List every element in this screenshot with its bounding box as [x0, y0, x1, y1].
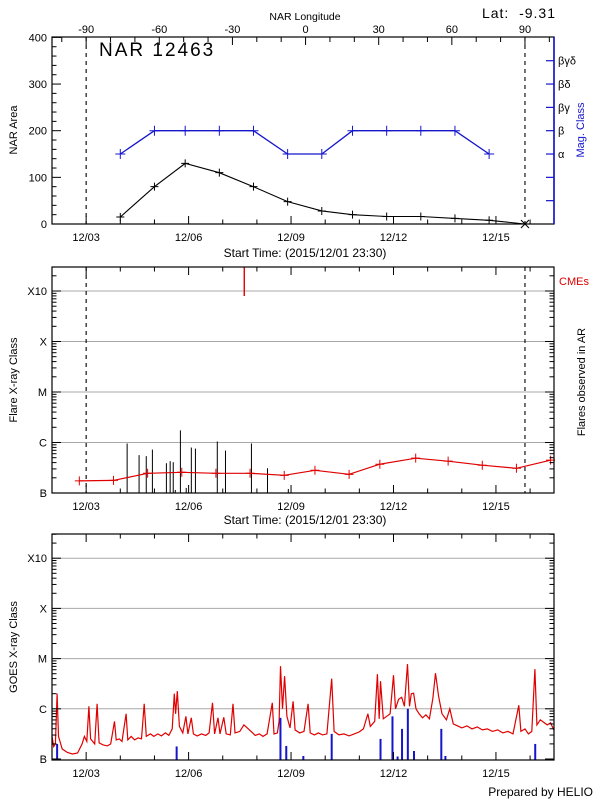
- mag-class-point: [180, 125, 191, 136]
- nar-area-line: [119, 162, 526, 225]
- class-tick-label: X10: [27, 553, 47, 565]
- avg-flare-point: [375, 459, 385, 469]
- date-tick-label: 12/03: [72, 232, 100, 244]
- prepared-by-credit: Prepared by HELIO: [488, 785, 593, 799]
- mag-class-line: [119, 130, 490, 155]
- class-tick-label: X: [40, 603, 48, 615]
- goes-xray-axis-title: GOES X-ray Class: [8, 601, 20, 693]
- avg-flare-point: [477, 460, 487, 470]
- longitude-tick-label: 0: [302, 24, 308, 36]
- mag-class-axis-title: Mag. Class: [575, 102, 587, 158]
- avg-flare-point: [245, 468, 255, 478]
- date-tick-label: 12/06: [175, 768, 203, 780]
- start-time-label-panel1: Start Time: (2015/12/01 23:30): [223, 246, 387, 260]
- avg-flare-point: [344, 469, 354, 479]
- nar-area-point: [249, 182, 258, 191]
- longitude-tick-label: 90: [519, 24, 531, 36]
- latitude-label: Lat: -9.31: [481, 5, 556, 21]
- panel2-frame: [51, 266, 555, 494]
- top-axis-title: NAR Longitude: [269, 11, 341, 23]
- class-tick-label: X10: [27, 286, 47, 298]
- area-tick-label: 100: [29, 172, 47, 184]
- date-tick-label: 12/03: [72, 501, 100, 513]
- class-tick-label: B: [40, 754, 47, 766]
- longitude-tick-label: -90: [78, 24, 94, 36]
- active-region-title: NAR 12463: [99, 40, 216, 61]
- mag-class-point: [484, 149, 495, 160]
- date-tick-label: 12/03: [72, 768, 100, 780]
- class-tick-label: M: [38, 654, 47, 666]
- date-tick-label: 12/06: [175, 501, 203, 513]
- avg-flare-point: [310, 465, 320, 475]
- date-tick-label: 12/12: [380, 501, 408, 513]
- nar-area-point: [150, 182, 159, 191]
- class-tick-label: X: [40, 337, 48, 349]
- avg-flare-point: [411, 453, 421, 463]
- class-tick-label: C: [39, 704, 47, 716]
- mag-tick-label: βδ: [558, 79, 570, 91]
- avg-flare-point: [108, 475, 118, 485]
- longitude-tick-label: -30: [224, 24, 240, 36]
- mag-class-point: [347, 125, 358, 136]
- date-tick-label: 12/09: [277, 232, 305, 244]
- date-tick-label: 12/06: [175, 232, 203, 244]
- mag-class-point: [415, 125, 426, 136]
- mag-class-point: [381, 125, 392, 136]
- goes-flux-line: [51, 664, 555, 755]
- mag-class-point: [248, 125, 259, 136]
- avg-flare-point: [143, 468, 153, 478]
- mag-class-point: [115, 149, 126, 160]
- nar-area-point: [317, 206, 326, 215]
- class-tick-label: M: [38, 387, 47, 399]
- class-tick-label: C: [39, 438, 47, 450]
- mag-tick-label: βγδ: [558, 56, 576, 68]
- area-tick-label: 200: [29, 126, 47, 138]
- mag-class-point: [316, 149, 327, 160]
- panel3-frame: [51, 533, 555, 761]
- panel1-frame: [51, 36, 555, 225]
- area-tick-label: 0: [41, 219, 47, 231]
- longitude-tick-label: 60: [446, 24, 458, 36]
- longitude-tick-label: 30: [373, 24, 385, 36]
- nar-area-point: [348, 210, 357, 219]
- mag-tick-label: β: [558, 126, 564, 138]
- date-tick-label: 12/09: [277, 501, 305, 513]
- nar-area-axis-title: NAR Area: [8, 105, 20, 155]
- nar-area-point: [283, 197, 292, 206]
- nar-area-point: [382, 212, 391, 221]
- date-tick-label: 12/15: [482, 768, 510, 780]
- flare-xray-axis-title: Flare X-ray Class: [8, 337, 20, 423]
- class-tick-label: B: [40, 488, 47, 500]
- avg-flare-point: [511, 463, 521, 473]
- mag-class-point: [214, 125, 225, 136]
- mag-tick-label: βγ: [558, 102, 570, 114]
- date-tick-label: 12/12: [380, 232, 408, 244]
- mag-class-point: [149, 125, 160, 136]
- mag-class-point: [449, 125, 460, 136]
- avg-flare-point: [211, 468, 221, 478]
- cmes-label: CMEs: [559, 276, 589, 288]
- start-time-label-panel2: Start Time: (2015/12/01 23:30): [223, 513, 387, 527]
- date-tick-label: 12/15: [482, 501, 510, 513]
- avg-flare-point: [279, 470, 289, 480]
- nar-area-point: [450, 214, 459, 223]
- date-tick-label: 12/15: [482, 232, 510, 244]
- area-tick-label: 400: [29, 32, 47, 44]
- nar-area-point: [416, 212, 425, 221]
- avg-flare-point: [177, 467, 187, 477]
- avg-flare-point: [74, 476, 84, 486]
- mag-tick-label: α: [558, 149, 565, 161]
- mag-class-point: [282, 149, 293, 160]
- date-tick-label: 12/09: [277, 768, 305, 780]
- longitude-tick-label: -60: [151, 24, 167, 36]
- nar-area-point: [181, 159, 190, 168]
- flares-observed-axis-title: Flares observed in AR: [576, 327, 588, 437]
- area-tick-label: 300: [29, 79, 47, 91]
- avg-flare-point: [443, 456, 453, 466]
- date-tick-label: 12/12: [380, 768, 408, 780]
- nar-area-point: [215, 168, 224, 177]
- nar-area-point: [485, 216, 494, 225]
